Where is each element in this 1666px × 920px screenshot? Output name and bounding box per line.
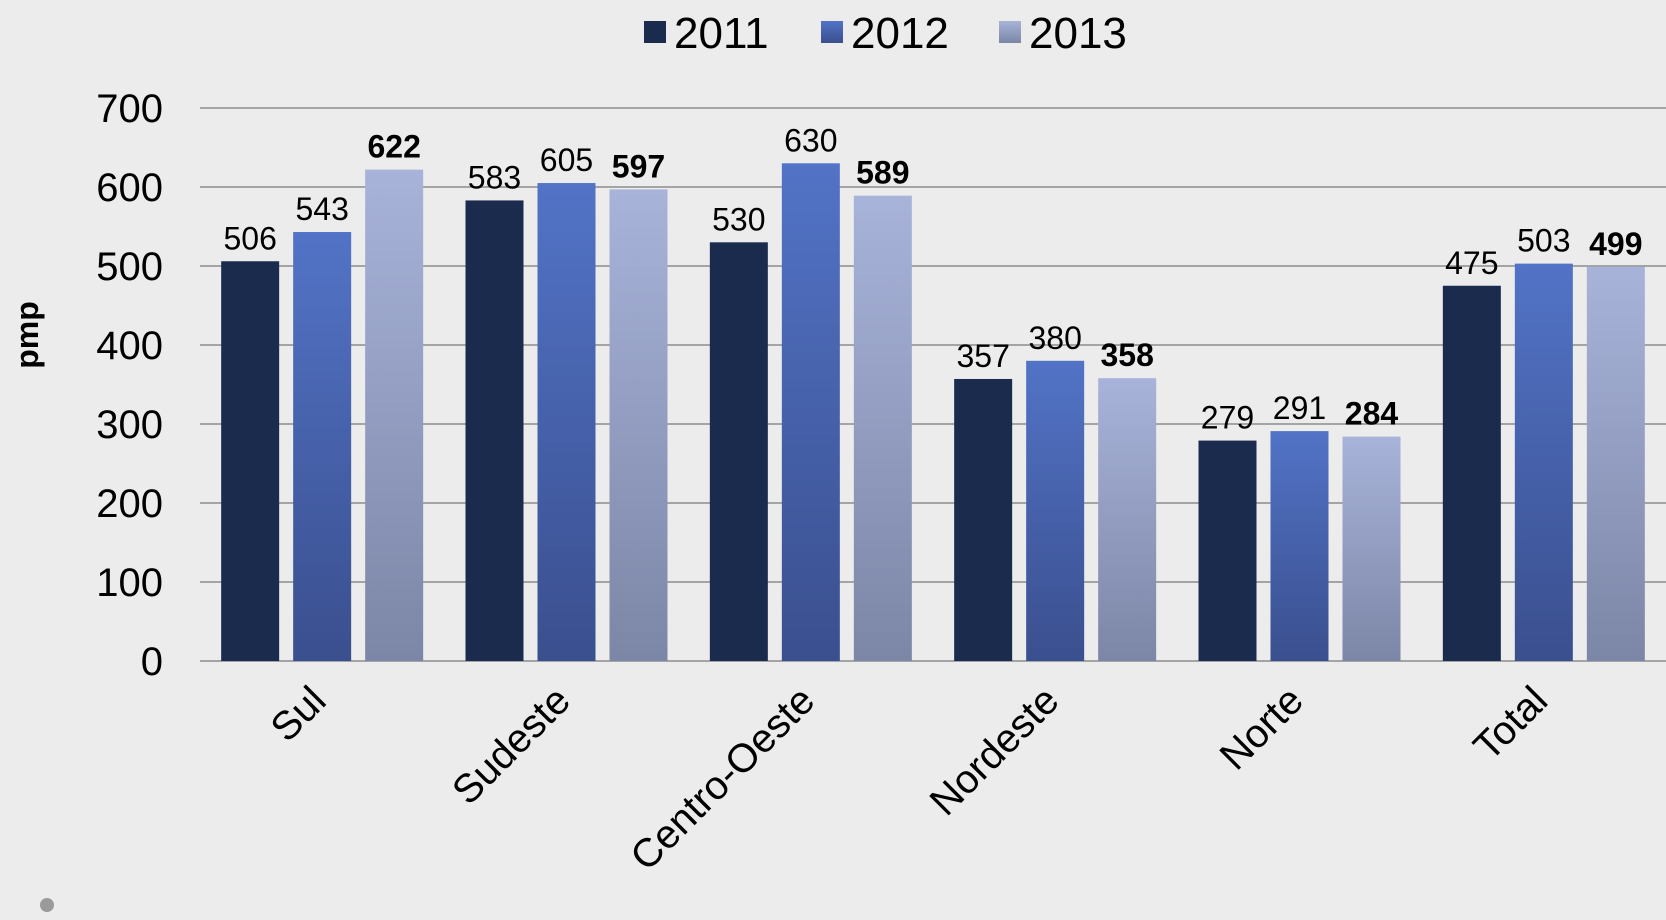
y-tick-label: 0 <box>141 640 163 684</box>
legend-swatch-2012 <box>821 21 843 43</box>
bar-2012-sudeste <box>537 183 596 662</box>
bar-2012-nordeste <box>1026 360 1085 661</box>
bar-2012-total <box>1514 263 1573 661</box>
bar-2013-sul <box>365 169 424 661</box>
legend-swatch-2011 <box>644 21 666 43</box>
y-tick-label: 600 <box>96 166 163 210</box>
data-label-2013: 597 <box>612 148 665 184</box>
legend-label: 2011 <box>674 9 769 58</box>
y-tick-label: 500 <box>96 245 163 289</box>
bar-2011-centro-oeste <box>709 242 768 662</box>
bar-2013-sudeste <box>609 189 668 661</box>
legend-label: 2012 <box>851 9 949 58</box>
bar-2013-norte <box>1342 436 1401 661</box>
data-label-2011: 506 <box>223 220 276 256</box>
data-label-2012: 543 <box>295 191 348 227</box>
x-tick-label: Norte <box>1212 678 1312 778</box>
bar-2012-sul <box>293 232 352 661</box>
data-label-2013: 499 <box>1589 226 1642 262</box>
bar-2013-centro-oeste <box>853 195 912 661</box>
slide-bullet-dot <box>40 898 54 912</box>
data-label-2012: 291 <box>1273 390 1326 426</box>
x-tick-label: Total <box>1465 678 1556 769</box>
data-label-2013: 622 <box>367 129 420 165</box>
y-tick-label: 700 <box>96 87 163 131</box>
x-axis-ticks: Sul Sudeste Centro-Oeste Nordeste Norte Total <box>263 678 1557 879</box>
data-label-2011: 530 <box>712 201 765 237</box>
legend-label: 2013 <box>1029 9 1127 58</box>
y-tick-label: 100 <box>96 561 163 605</box>
bar-2011-sudeste <box>465 200 524 661</box>
data-label-2012: 605 <box>540 142 593 178</box>
data-label-2013: 284 <box>1345 396 1399 432</box>
data-label-2011: 583 <box>468 159 521 195</box>
bar-2011-norte <box>1198 440 1257 661</box>
bar-2011-total <box>1442 285 1501 661</box>
legend: 2011 2012 2013 <box>644 9 1127 58</box>
y-axis-ticks: 0 100 200 300 400 500 600 700 <box>96 87 163 684</box>
x-tick-label: Sudeste <box>444 678 579 813</box>
data-label-2013: 358 <box>1100 337 1153 373</box>
bar-2013-total <box>1586 266 1645 661</box>
y-tick-label: 300 <box>96 403 163 447</box>
bar-2013-nordeste <box>1098 378 1157 661</box>
data-label-2011: 357 <box>956 338 1009 374</box>
gridlines <box>200 107 1666 662</box>
y-tick-label: 400 <box>96 324 163 368</box>
y-axis-label: pmp <box>9 301 45 369</box>
data-label-2012: 380 <box>1028 320 1081 356</box>
data-label-2011: 475 <box>1445 245 1498 281</box>
y-tick-label: 200 <box>96 482 163 526</box>
bar-2011-nordeste <box>954 378 1013 661</box>
data-label-2013: 589 <box>856 155 909 191</box>
x-tick-label: Sul <box>263 678 335 750</box>
x-tick-label: Centro-Oeste <box>622 678 823 879</box>
bar-2012-centro-oeste <box>781 163 840 662</box>
x-tick-label: Nordeste <box>922 678 1068 824</box>
data-label-2012: 630 <box>784 122 837 158</box>
bar-2011-sul <box>221 261 280 661</box>
bar-2012-norte <box>1270 431 1329 661</box>
legend-swatch-2013 <box>999 21 1021 43</box>
data-label-2011: 279 <box>1201 400 1254 436</box>
bars <box>221 163 1645 662</box>
data-labels: 506 543 622 583 605 597 530 630 589 357 380 358 279 2… <box>223 122 1642 435</box>
data-label-2012: 503 <box>1517 223 1570 259</box>
